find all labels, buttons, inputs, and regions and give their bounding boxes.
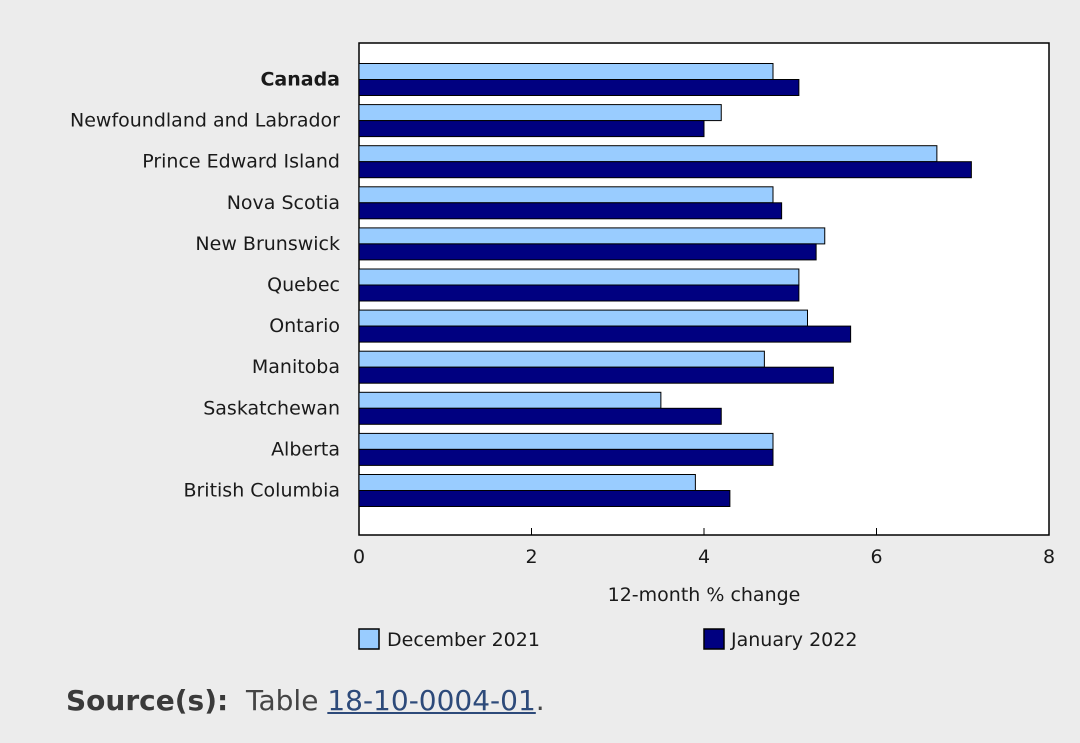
category-label: Newfoundland and Labrador (70, 110, 340, 132)
x-tick-label: 8 (1043, 546, 1055, 568)
legend-label-dec-2021: December 2021 (387, 629, 540, 651)
bar-dec-2021-9 (358, 432, 774, 450)
source-table-link[interactable]: 18-10-0004-01 (327, 684, 536, 717)
source-note: Source(s): Table 18-10-0004-01. (66, 684, 545, 717)
category-label: Ontario (269, 315, 340, 337)
bar-dec-2021-4 (358, 227, 826, 245)
category-label: Manitoba (252, 356, 340, 378)
x-axis-ticks: 0 2 4 6 8 (353, 528, 1055, 568)
category-label: New Brunswick (195, 233, 340, 255)
legend-swatch-dec-2021 (358, 628, 380, 650)
category-label: Quebec (267, 274, 340, 296)
category-label: Saskatchewan (203, 397, 340, 419)
category-labels: Canada Newfoundland and Labrador Prince Ed… (70, 69, 340, 502)
bar-jan-2022-5 (358, 284, 800, 302)
bars-group (358, 63, 972, 507)
category-label: Alberta (271, 438, 340, 460)
bar-jan-2022-2 (358, 161, 972, 179)
source-prefix: Table (246, 684, 319, 717)
x-axis-title: 12-month % change (608, 584, 801, 606)
bar-jan-2022-4 (358, 243, 817, 261)
bar-dec-2021-10 (358, 474, 696, 491)
x-tick-label: 0 (353, 546, 365, 568)
bar-jan-2022-6 (358, 325, 852, 343)
category-label: Nova Scotia (227, 192, 340, 214)
legend-swatch-jan-2022 (703, 628, 725, 650)
x-tick-label: 6 (870, 546, 882, 568)
x-tick-label: 2 (525, 546, 537, 568)
bar-jan-2022-0 (358, 79, 800, 96)
legend: December 2021 January 2022 (358, 628, 857, 651)
x-tick-label: 4 (698, 546, 710, 568)
bar-dec-2021-5 (358, 268, 800, 286)
chart: Canada Newfoundland and Labrador Prince Ed… (70, 42, 1055, 651)
category-label: Prince Edward Island (142, 151, 340, 173)
category-label: British Columbia (183, 480, 340, 502)
bar-dec-2021-1 (358, 104, 722, 122)
source-suffix: . (535, 684, 545, 717)
bar-jan-2022-1 (358, 120, 705, 138)
bar-dec-2021-3 (358, 186, 774, 204)
bar-dec-2021-7 (358, 350, 765, 368)
category-label: Canada (260, 69, 340, 91)
bar-jan-2022-9 (358, 448, 774, 466)
legend-label-jan-2022: January 2022 (730, 629, 857, 651)
bar-jan-2022-8 (358, 407, 722, 425)
bar-dec-2021-0 (358, 63, 774, 80)
bar-dec-2021-8 (358, 391, 662, 409)
bar-jan-2022-3 (358, 202, 783, 220)
bar-jan-2022-10 (358, 490, 731, 507)
bar-dec-2021-6 (358, 309, 808, 327)
source-label: Source(s): (66, 684, 229, 717)
bar-jan-2022-7 (358, 366, 834, 384)
bar-dec-2021-2 (358, 145, 938, 163)
